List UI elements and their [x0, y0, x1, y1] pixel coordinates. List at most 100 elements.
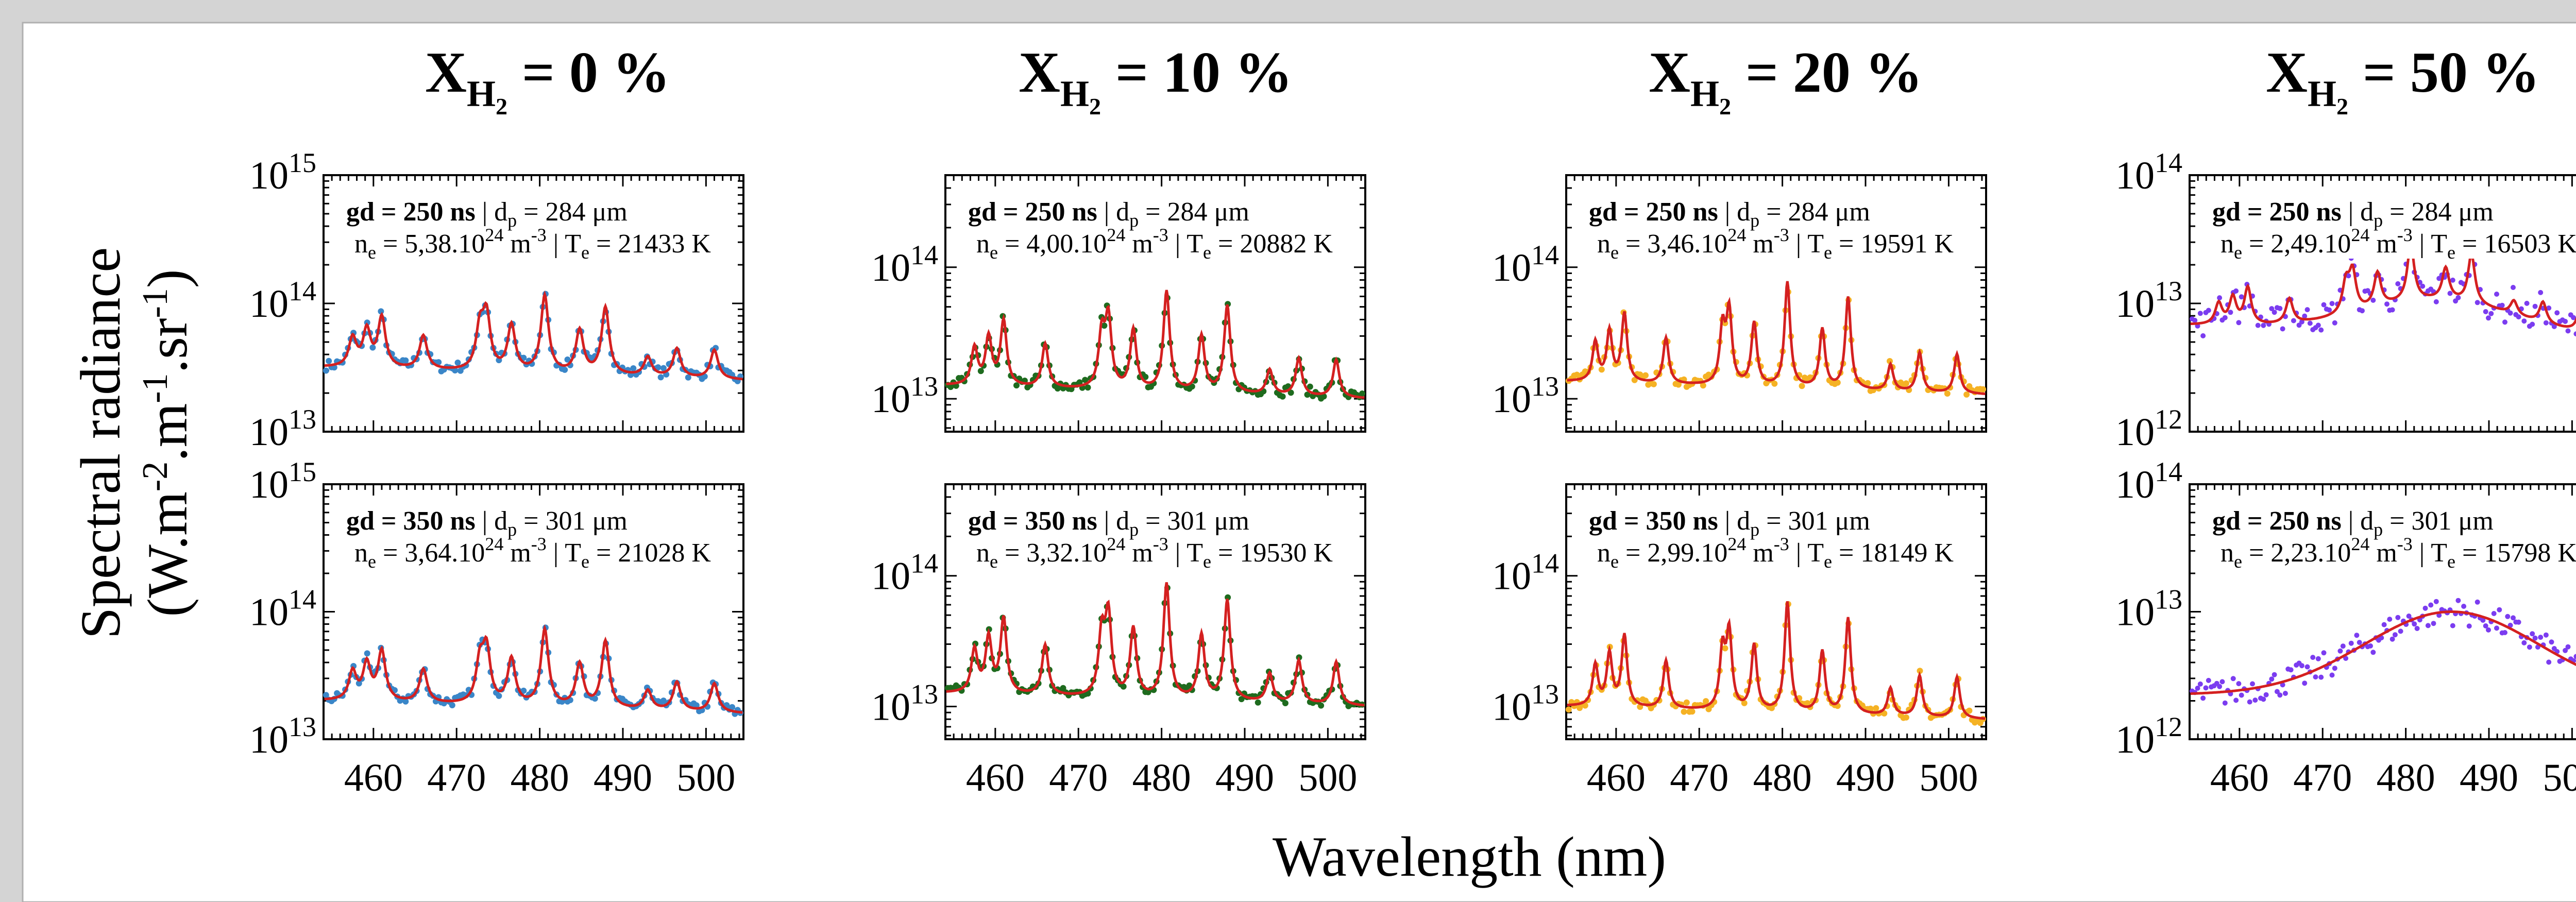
te-value: = 20882 K: [1211, 229, 1333, 259]
y-axis-label-line1: Spectral radiance: [69, 247, 132, 639]
measured-point: [1189, 383, 1195, 390]
measured-point: [2329, 301, 2335, 307]
title-subsub: 2: [2336, 93, 2348, 120]
column-title: XH2 = 0 %: [425, 41, 670, 120]
measured-point: [452, 367, 459, 373]
y-axis-label-line2: (W.m-2.m-1.sr-1): [135, 269, 199, 617]
measured-point: [496, 692, 502, 699]
y-tick-exp: 13: [1531, 679, 1559, 710]
measured-point: [562, 366, 568, 373]
y-tick-exp: 14: [1531, 240, 1559, 270]
ne-unit-exp: -3: [1153, 534, 1168, 554]
dp-label: d: [1116, 506, 1129, 536]
te-label: T: [1187, 538, 1203, 568]
x-tick-label: 470: [1049, 756, 1108, 799]
measured-point: [2282, 691, 2288, 696]
measured-point: [2357, 640, 2362, 645]
measured-point: [1142, 373, 1149, 380]
measured-point: [2343, 656, 2349, 661]
measured-point: [2527, 644, 2532, 650]
sep2: |: [1789, 229, 1807, 259]
measured-point: [2318, 327, 2324, 333]
x-axis-label: Wavelength (nm): [1273, 825, 1666, 888]
x-tick-label: 470: [1670, 756, 1728, 799]
y-tick-base: 10: [249, 154, 289, 197]
measured-point: [2387, 617, 2393, 622]
measured-point: [2420, 283, 2426, 289]
title-sub: H: [1690, 73, 1719, 114]
annotation-bg: [961, 502, 1342, 568]
measured-point: [1320, 393, 1327, 400]
te-sub: e: [1203, 242, 1211, 263]
measured-point: [977, 368, 984, 375]
measured-point: [1101, 322, 1108, 329]
measured-point: [2543, 320, 2549, 326]
ne-label: n: [354, 538, 368, 568]
gate-delay: gd = 250 ns: [2212, 197, 2342, 227]
te-sub: e: [2447, 551, 2455, 572]
measured-point: [1573, 371, 1580, 378]
measured-point: [2239, 692, 2244, 698]
measured-point: [2499, 302, 2505, 308]
column-title: XH2 = 20 %: [1649, 41, 1923, 120]
measured-point: [2491, 611, 2497, 616]
ne-sub: e: [1611, 242, 1619, 263]
ne-exp: 24: [485, 225, 503, 245]
measured-point: [2302, 313, 2308, 319]
measured-point: [2274, 689, 2280, 694]
measured-point: [2480, 618, 2486, 623]
measured-point: [2563, 648, 2568, 653]
measured-point: [947, 384, 954, 390]
measured-point: [2543, 632, 2549, 638]
title-value: = 0 %: [507, 41, 670, 105]
measured-point: [2272, 672, 2277, 677]
te-value: = 19591 K: [1832, 229, 1954, 259]
annotation-line2: ne = 3,64.1024 m-3 | Te = 21028 K: [354, 534, 711, 572]
measured-point: [1799, 383, 1805, 389]
measured-point: [2272, 310, 2277, 315]
te-value: = 21433 K: [589, 229, 711, 259]
measured-point: [2360, 308, 2365, 314]
gate-delay: gd = 350 ns: [1589, 506, 1718, 536]
measured-point: [2299, 663, 2304, 669]
ne-label: n: [1597, 229, 1611, 259]
measured-point: [2530, 321, 2535, 327]
measured-point: [2261, 322, 2266, 328]
ne-unit-exp: -3: [2397, 225, 2413, 245]
ne-unit: m: [1746, 229, 1773, 259]
y-tick-exp: 15: [289, 456, 316, 487]
annotation-bg: [2205, 502, 2576, 568]
measured-point: [2384, 301, 2389, 307]
annotation-line1: gd = 350 ns | dp = 301 μm: [1589, 506, 1870, 540]
measured-point: [1582, 702, 1588, 709]
measured-point: [2321, 650, 2327, 656]
annotation-line1: gd = 350 ns | dp = 301 μm: [346, 506, 628, 540]
gate-delay: gd = 250 ns: [968, 197, 1097, 227]
ne-label: n: [2221, 229, 2234, 259]
measured-point: [2381, 622, 2387, 627]
measured-point: [2455, 598, 2461, 603]
y-tick-base: 10: [249, 282, 289, 326]
measured-point: [2486, 315, 2491, 321]
te-label: T: [2431, 229, 2447, 259]
y-tick-label: 1015: [249, 456, 316, 506]
ne-sub: e: [2234, 551, 2242, 572]
y-tick-exp: 14: [910, 240, 938, 270]
sep: |: [2342, 506, 2360, 536]
measured-point: [449, 702, 455, 708]
measured-point: [2318, 674, 2324, 680]
measured-point: [1076, 379, 1083, 386]
dp-value: = 284 μm: [517, 197, 628, 227]
measured-point: [2261, 696, 2266, 702]
measured-point: [2304, 664, 2310, 670]
x-tick-label: 460: [344, 756, 403, 799]
y-tick-exp: 13: [289, 711, 316, 742]
measured-point: [2475, 599, 2480, 605]
dp-label: d: [2360, 197, 2374, 227]
ne-unit-exp: -3: [531, 225, 547, 245]
measured-point: [2247, 699, 2252, 705]
title-value: = 10 %: [1101, 41, 1293, 105]
